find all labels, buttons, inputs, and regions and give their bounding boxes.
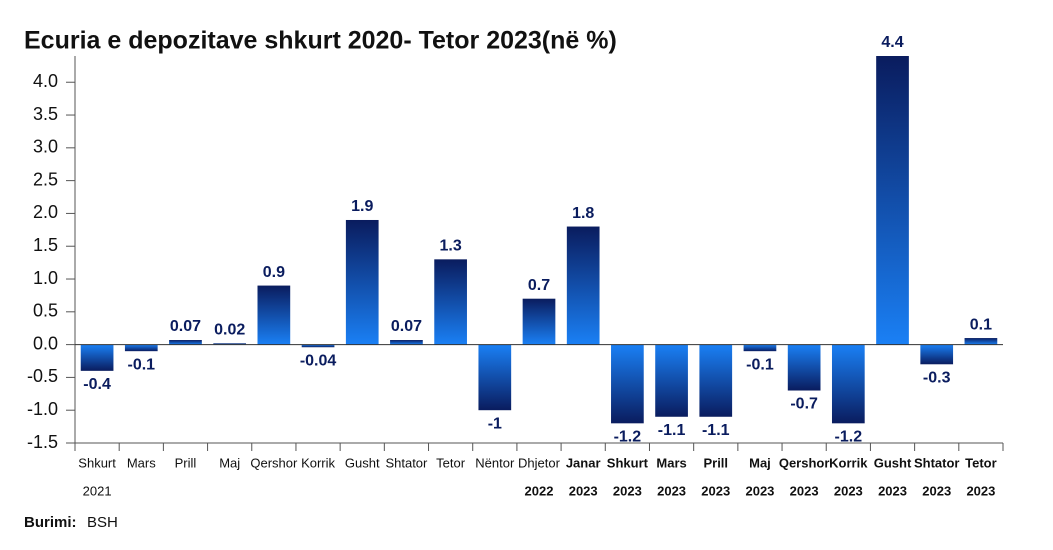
- value-label: -0.7: [790, 396, 818, 413]
- bar: [390, 340, 423, 345]
- x-tick-label: Maj: [749, 455, 771, 470]
- x-tick-year: 2023: [790, 483, 819, 498]
- x-tick-label: Gusht: [874, 455, 912, 470]
- x-tick-label: Qershor: [250, 455, 298, 470]
- chart-title: Ecuria e depozitave shkurt 2020- Tetor 2…: [24, 27, 617, 55]
- x-tick-year: 2023: [613, 483, 642, 498]
- x-tick-year: 2023: [701, 483, 730, 498]
- x-tick-label: Nëntor: [475, 455, 515, 470]
- y-tick-label: 2.5: [33, 169, 58, 189]
- bar: [699, 344, 733, 417]
- value-label: 0.1: [970, 316, 992, 333]
- x-tick-label: Mars: [127, 455, 156, 470]
- x-tick-year: 2023: [745, 483, 774, 498]
- y-tick-label: 1.5: [33, 235, 58, 255]
- bar: [920, 344, 954, 365]
- x-tick-label: Dhjetor: [518, 455, 561, 470]
- bar: [434, 259, 467, 345]
- bar: [522, 298, 556, 345]
- source: BSH: [87, 514, 118, 531]
- x-tick-label: Korrik: [829, 455, 868, 470]
- bar: [124, 344, 158, 352]
- bar: [301, 344, 335, 348]
- bar: [787, 344, 821, 391]
- source-label: Burimi:: [24, 514, 77, 531]
- x-tick-label: Qershor: [779, 455, 830, 470]
- bar: [213, 343, 247, 345]
- y-tick-label: 3.5: [33, 104, 58, 124]
- value-label: -0.1: [127, 356, 155, 373]
- value-label: -1.1: [702, 422, 730, 439]
- value-label: -1.1: [658, 422, 686, 439]
- bar: [345, 219, 379, 345]
- bar: [655, 344, 688, 417]
- x-tick-label: Prill: [703, 455, 728, 470]
- bar: [257, 285, 291, 345]
- x-tick-label: Shkurt: [607, 455, 649, 470]
- x-tick-label: Shtator: [385, 455, 428, 470]
- y-tick-label: 3.0: [33, 137, 58, 157]
- bar: [566, 226, 600, 345]
- y-tick-label: -1.0: [27, 399, 58, 419]
- value-label: 1.3: [439, 238, 461, 255]
- value-label: -1: [488, 415, 502, 432]
- bar: [831, 344, 865, 424]
- y-tick-label: 2.0: [33, 202, 58, 222]
- y-tick-label: 0.0: [33, 333, 58, 353]
- value-label: -0.4: [83, 376, 111, 393]
- bar: [80, 344, 114, 371]
- value-label: 0.07: [170, 318, 201, 335]
- x-tick-label: Prill: [175, 455, 197, 470]
- x-tick-label: Tetor: [965, 455, 997, 470]
- x-tick-year: 2023: [569, 483, 598, 498]
- x-tick-year: 2022: [525, 483, 554, 498]
- value-label: 0.02: [214, 322, 245, 339]
- value-label: 0.07: [391, 318, 422, 335]
- x-tick-year: 2023: [878, 483, 907, 498]
- value-label: -0.04: [300, 352, 337, 369]
- value-label: 4.4: [881, 34, 903, 51]
- x-tick-year: 2023: [922, 483, 951, 498]
- bar: [611, 344, 644, 424]
- x-tick-label: Maj: [219, 455, 240, 470]
- bar: [876, 56, 909, 345]
- x-tick-year: 2023: [834, 483, 863, 498]
- x-tick-label: Janar: [566, 455, 601, 470]
- value-label: 1.9: [351, 198, 373, 215]
- x-tick-year: 2023: [657, 483, 686, 498]
- bar: [478, 344, 512, 411]
- x-tick-label: Gusht: [345, 455, 380, 470]
- value-label: -1.2: [835, 429, 863, 446]
- x-tick-label: Shtator: [914, 455, 960, 470]
- y-tick-label: 0.5: [33, 301, 58, 321]
- value-label: -1.2: [614, 429, 642, 446]
- x-tick-label: Mars: [656, 455, 686, 470]
- y-tick-label: -1.5: [27, 432, 58, 452]
- x-tick-year: 2021: [83, 483, 112, 498]
- x-tick-label: Shkurt: [78, 455, 116, 470]
- value-label: -0.3: [923, 370, 951, 387]
- value-label: 0.7: [528, 277, 550, 294]
- value-label: 1.8: [572, 205, 594, 222]
- value-label: 0.9: [263, 264, 285, 281]
- x-tick-label: Korrik: [301, 455, 335, 470]
- value-label: -0.1: [746, 356, 774, 373]
- y-tick-label: 4.0: [33, 71, 58, 91]
- y-tick-label: -0.5: [27, 366, 58, 386]
- bar: [964, 338, 998, 345]
- y-tick-label: 1.0: [33, 268, 58, 288]
- bar: [743, 344, 777, 352]
- x-tick-label: Tetor: [436, 455, 466, 470]
- bar: [169, 340, 202, 345]
- x-tick-year: 2023: [966, 483, 995, 498]
